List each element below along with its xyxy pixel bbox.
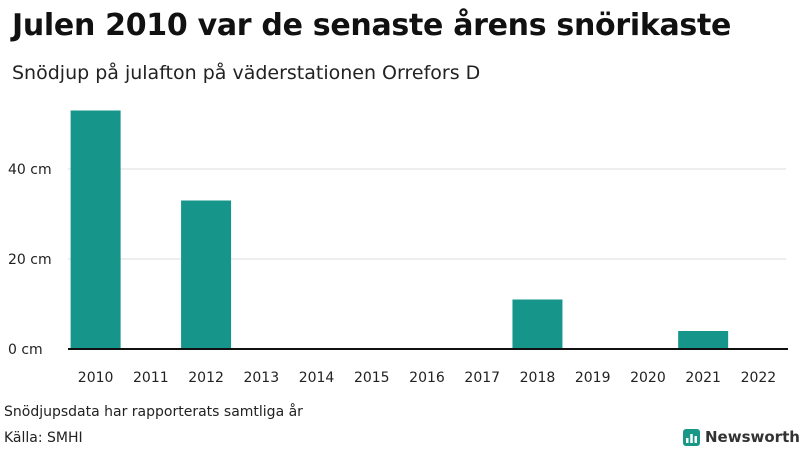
footnote: Snödjupsdata har rapporterats samtliga å… — [4, 404, 303, 420]
x-tick-label: 2011 — [133, 370, 169, 386]
source-note: Källa: SMHI — [4, 430, 83, 446]
x-tick-label: 2013 — [243, 370, 279, 386]
brand-logo: Newsworthy — [683, 428, 800, 446]
x-tick-label: 2015 — [354, 370, 390, 386]
x-tick-label: 2018 — [520, 370, 556, 386]
x-tick-label: 2012 — [188, 370, 224, 386]
x-axis-ticks: 2010 2011 2012 2013 2014 2015 2016 2017 2018 2019… — [78, 370, 776, 386]
bar-2010 — [70, 110, 121, 349]
x-tick-label: 2020 — [630, 370, 666, 386]
x-tick-label: 2022 — [741, 370, 777, 386]
x-tick-label: 2016 — [409, 370, 445, 386]
x-tick-label: 2019 — [575, 370, 611, 386]
chart-subtitle: Snödjup på julafton på väderstationen Or… — [12, 62, 481, 84]
x-tick-label: 2014 — [299, 370, 335, 386]
y-tick-label: 40 cm — [8, 162, 52, 178]
y-axis-ticks: 0 cm 20 cm 40 cm — [8, 162, 52, 358]
bar-2012 — [181, 200, 232, 349]
brand-name: Newsworthy — [705, 428, 800, 446]
y-tick-label: 20 cm — [8, 252, 52, 268]
bar-2018 — [512, 299, 563, 349]
grid-lines — [68, 168, 786, 260]
x-tick-label: 2010 — [78, 370, 114, 386]
bars — [70, 110, 729, 349]
x-tick-label: 2017 — [464, 370, 500, 386]
x-tick-label: 2021 — [685, 370, 721, 386]
bar-2021 — [678, 331, 729, 349]
newsworthy-chart-icon — [683, 428, 700, 446]
y-tick-label: 0 cm — [8, 342, 43, 358]
chart-title: Julen 2010 var de senaste årens snörikas… — [12, 8, 732, 43]
